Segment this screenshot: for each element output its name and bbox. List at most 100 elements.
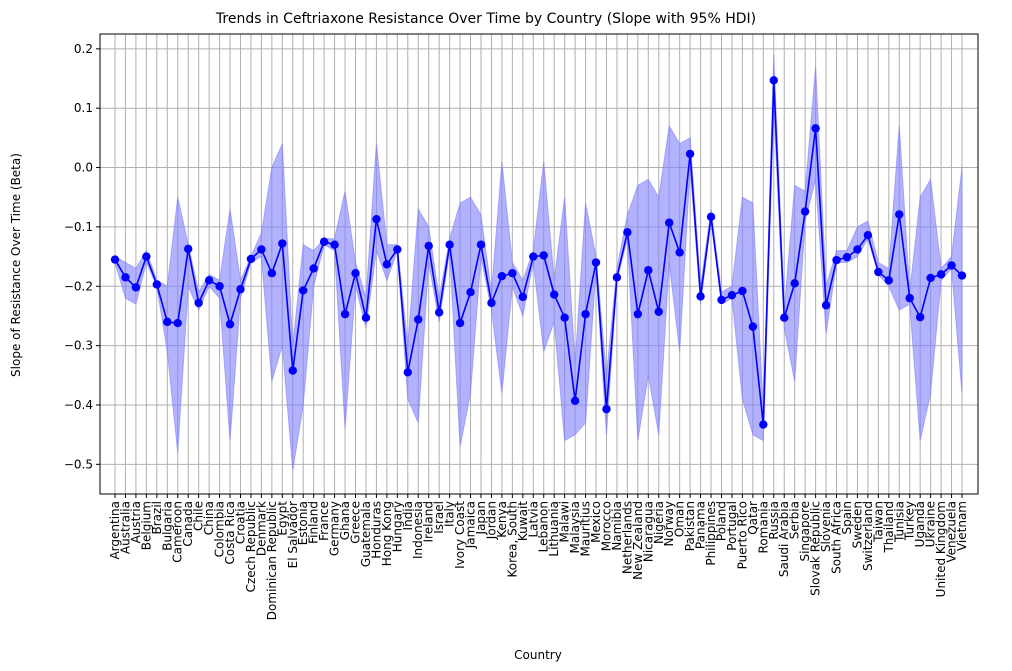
x-tick-label: Dominican Republic bbox=[265, 501, 279, 620]
x-tick-label: Philippines bbox=[704, 501, 718, 566]
data-point bbox=[685, 149, 695, 159]
data-point bbox=[800, 207, 810, 216]
x-tick-label: Guatemala bbox=[359, 501, 373, 567]
x-tick-label: Serbia bbox=[788, 501, 802, 539]
data-point bbox=[215, 282, 224, 291]
x-tick-label: New Zealand bbox=[631, 501, 645, 580]
x-tick-label: Malawi bbox=[558, 501, 572, 543]
data-point bbox=[163, 317, 172, 327]
x-tick-label: Morocco bbox=[599, 501, 613, 551]
x-tick-label: Latvia bbox=[526, 501, 540, 538]
data-point bbox=[602, 404, 611, 414]
data-point bbox=[529, 252, 538, 261]
x-tick-label: Pakistan bbox=[683, 501, 697, 551]
data-point bbox=[853, 245, 862, 254]
y-tick-label: −0.5 bbox=[64, 457, 93, 471]
data-point bbox=[696, 292, 705, 301]
x-tick-label: Ghana bbox=[338, 501, 352, 540]
data-point bbox=[372, 214, 381, 224]
x-tick-label: Mexico bbox=[589, 501, 603, 543]
x-tick-label: Oman bbox=[673, 501, 687, 537]
hdi-band bbox=[114, 54, 963, 471]
data-point bbox=[915, 312, 925, 322]
y-tick-label: 0.2 bbox=[74, 42, 93, 56]
data-point bbox=[424, 241, 433, 251]
x-tick-label: Qatar bbox=[746, 501, 760, 535]
data-point bbox=[121, 273, 130, 282]
x-tick-label: Jamaica bbox=[464, 501, 478, 549]
data-point bbox=[518, 292, 528, 302]
data-point bbox=[434, 308, 444, 317]
data-point bbox=[288, 366, 297, 375]
x-tick-label: Egypt bbox=[275, 501, 289, 536]
data-point bbox=[675, 248, 684, 257]
x-tick-label: Brazil bbox=[150, 501, 164, 535]
data-point bbox=[299, 286, 308, 295]
x-tick-label: Croatia bbox=[233, 501, 247, 544]
x-axis: ArgentinaAustraliaAustriaBelgiumBrazilBu… bbox=[108, 494, 969, 620]
x-tick-label: Denmark bbox=[254, 501, 268, 556]
x-tick-label: Hong Kong bbox=[380, 501, 394, 566]
data-point bbox=[204, 276, 214, 285]
x-tick-label: United Kingdom bbox=[934, 501, 948, 597]
x-tick-label: Thailand bbox=[882, 501, 896, 554]
x-tick-label: Taiwan bbox=[871, 501, 885, 543]
x-tick-label: Estonia bbox=[296, 501, 310, 545]
data-point bbox=[445, 240, 454, 249]
x-axis-label: Country bbox=[514, 648, 562, 662]
data-point bbox=[717, 295, 726, 305]
x-tick-label: Bulgaria bbox=[160, 501, 174, 551]
x-tick-label: Netherlands bbox=[620, 501, 634, 574]
x-tick-label: Ireland bbox=[422, 501, 436, 543]
x-tick-label: Nigeria bbox=[652, 501, 666, 544]
x-tick-label: Kenya bbox=[495, 501, 509, 538]
data-point bbox=[759, 420, 768, 429]
data-point bbox=[278, 239, 287, 248]
data-point bbox=[183, 244, 193, 254]
data-point bbox=[581, 309, 590, 319]
x-tick-label: Norway bbox=[662, 501, 676, 547]
x-tick-label: Kuwait bbox=[516, 501, 530, 541]
data-point bbox=[194, 298, 203, 308]
chart-title: Trends in Ceftriaxone Resistance Over Ti… bbox=[215, 11, 756, 27]
x-tick-label: Namibia bbox=[610, 501, 624, 551]
x-tick-label: Italy bbox=[443, 501, 457, 527]
x-tick-label: Singapore bbox=[798, 501, 812, 562]
data-point bbox=[497, 271, 507, 281]
data-point bbox=[957, 271, 967, 280]
x-tick-label: Indonesia bbox=[411, 501, 425, 559]
data-point bbox=[895, 210, 904, 219]
x-tick-label: Czech Republic bbox=[244, 501, 258, 592]
trend-line bbox=[114, 80, 963, 425]
y-tick-label: 0.1 bbox=[74, 101, 93, 115]
x-tick-label: Canada bbox=[181, 501, 195, 547]
y-tick-label: 0.0 bbox=[74, 161, 93, 175]
x-tick-label: Korea, South bbox=[505, 501, 519, 578]
data-point bbox=[863, 231, 873, 240]
data-point bbox=[267, 269, 277, 278]
data-point bbox=[832, 255, 841, 265]
x-tick-label: Greece bbox=[349, 501, 363, 544]
x-tick-label: Ukraine bbox=[924, 501, 938, 547]
x-tick-label: Spain bbox=[840, 501, 854, 535]
x-tick-label: El Salvador bbox=[286, 501, 300, 568]
x-tick-label: Costa Rica bbox=[223, 501, 237, 564]
data-point bbox=[905, 293, 914, 303]
x-tick-label: Cameroon bbox=[171, 501, 185, 563]
data-point bbox=[644, 266, 653, 275]
x-tick-label: Finland bbox=[307, 501, 321, 544]
x-tick-label: Slovak Republic bbox=[809, 501, 823, 596]
data-point bbox=[414, 315, 423, 324]
data-point bbox=[466, 287, 475, 297]
x-tick-label: Portugal bbox=[725, 501, 739, 551]
data-point bbox=[487, 298, 496, 308]
data-point bbox=[570, 396, 580, 406]
data-point bbox=[152, 280, 162, 289]
data-point bbox=[884, 276, 894, 285]
x-tick-label: Panama bbox=[694, 501, 708, 549]
x-tick-label: Romania bbox=[756, 501, 770, 553]
x-tick-label: Turkey bbox=[903, 501, 917, 541]
data-point bbox=[748, 322, 758, 331]
x-tick-label: Belgium bbox=[139, 501, 153, 550]
data-point bbox=[633, 309, 643, 319]
